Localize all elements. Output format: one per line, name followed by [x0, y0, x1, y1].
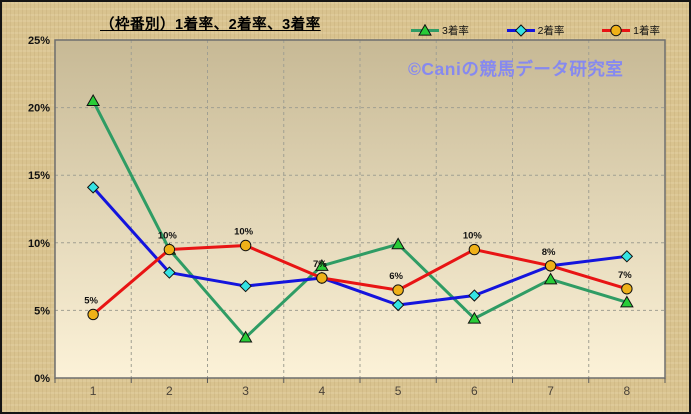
- y-axis-label: 5%: [34, 305, 50, 317]
- data-point-first-place-rate: [316, 272, 328, 284]
- data-point-third-place-rate: [620, 295, 634, 308]
- x-axis-ticks: [54, 378, 666, 383]
- data-label: 10%: [234, 227, 254, 238]
- data-point-first-place-rate: [621, 283, 633, 295]
- series-line-third-place-rate: [91, 99, 629, 339]
- data-point-third-place-rate: [543, 272, 558, 285]
- data-label: 6%: [389, 271, 403, 282]
- y-axis-label: 10%: [28, 238, 50, 250]
- y-axis-label: 0%: [34, 373, 50, 385]
- data-point-first-place-rate: [544, 260, 557, 272]
- data-point-first-place-rate: [468, 243, 481, 256]
- data-label: 10%: [463, 231, 483, 242]
- data-point-second-place-rate: [163, 266, 176, 279]
- data-labels-first-place-rate: 5% 10% 10% 7% 6% 10% 8% 7%: [84, 227, 632, 307]
- data-point-third-place-rate: [391, 237, 405, 250]
- chart-title: （枠番別）1着率、2着率、3着率: [100, 17, 321, 33]
- series-first-place-rate: [87, 239, 633, 321]
- x-axis-label: 5: [395, 384, 402, 398]
- gridlines: [55, 40, 665, 378]
- y-axis-label: 25%: [28, 35, 50, 47]
- x-axis-label: 4: [319, 384, 326, 398]
- y-axis-labels: 0% 5% 10% 15% 20% 25%: [28, 35, 50, 385]
- legend-item-first-place-rate: 1着率: [601, 23, 660, 38]
- diamond-marker-icon: [506, 24, 535, 37]
- data-point-second-place-rate: [391, 298, 405, 312]
- data-point-third-place-rate: [315, 258, 329, 271]
- data-label: 5%: [84, 295, 98, 306]
- data-point-first-place-rate: [239, 239, 252, 252]
- x-axis-label: 2: [166, 384, 173, 398]
- legend-label-third-place-rate: 3着率: [442, 25, 469, 37]
- data-point-second-place-rate: [239, 279, 252, 293]
- data-label: 7%: [313, 259, 327, 270]
- data-point-third-place-rate: [238, 330, 253, 343]
- data-point-second-place-rate: [86, 181, 100, 194]
- y-axis-label: 20%: [28, 103, 50, 115]
- x-axis-label: 7: [547, 384, 554, 398]
- data-label: 8%: [542, 247, 556, 258]
- x-axis-label: 6: [471, 384, 478, 398]
- legend-item-third-place-rate: 3着率: [410, 23, 469, 38]
- data-point-second-place-rate: [468, 289, 481, 302]
- series-line-first-place-rate: [91, 244, 629, 316]
- data-point-first-place-rate: [87, 308, 99, 321]
- data-point-third-place-rate: [86, 94, 100, 106]
- y-axis-label: 15%: [28, 170, 50, 182]
- data-label: 10%: [158, 231, 178, 242]
- legend-marker-second-place-rate: [514, 24, 527, 37]
- legend: 3着率 2着率 1着率: [410, 23, 660, 38]
- legend-marker-third-place-rate: [418, 24, 432, 36]
- x-axis-label: 3: [242, 384, 249, 398]
- triangle-marker-icon: [411, 24, 439, 36]
- data-point-third-place-rate: [467, 311, 482, 324]
- series-third-place-rate: [86, 94, 634, 343]
- legend-item-second-place-rate: 2着率: [506, 23, 565, 38]
- circle-marker-icon: [602, 24, 631, 37]
- data-point-second-place-rate: [620, 250, 634, 263]
- x-axis-labels: 1 2 3 4 5 6 7 8: [90, 384, 631, 398]
- x-axis-label: 8: [624, 384, 631, 398]
- legend-marker-first-place-rate: [610, 24, 622, 37]
- legend-label-first-place-rate: 1着率: [633, 25, 660, 37]
- x-axis-label: 1: [90, 384, 97, 398]
- data-label: 7%: [618, 270, 632, 281]
- data-point-first-place-rate: [163, 243, 176, 256]
- watermark: ©Caniの競馬データ研究室: [408, 59, 624, 79]
- series-line-second-place-rate: [91, 185, 629, 307]
- data-point-first-place-rate: [392, 284, 404, 296]
- legend-label-second-place-rate: 2着率: [537, 25, 565, 37]
